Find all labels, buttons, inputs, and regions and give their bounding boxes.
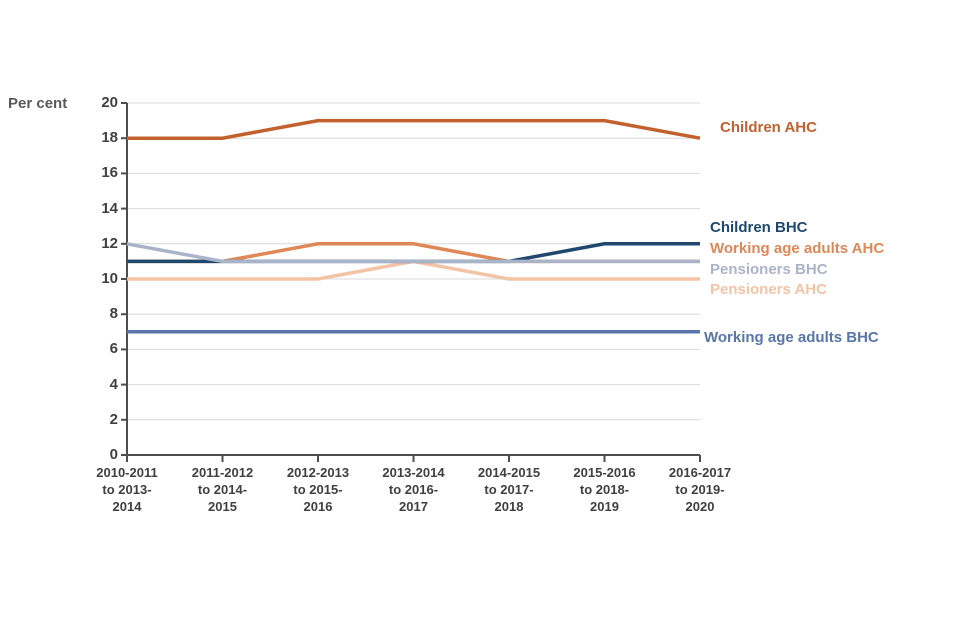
x-tick-label-line: to 2016- (388, 482, 439, 497)
x-tick-label: 2010-2011 to 2013- 2014 (72, 464, 182, 515)
x-tick-label-line: 2016-2017 (668, 465, 732, 480)
x-tick-label: 2014-2015 to 2017- 2018 (454, 464, 564, 515)
series-line-pensioners-bhc (126, 242, 700, 264)
x-tick-label: 2016-2017 to 2019- 2020 (645, 464, 755, 515)
y-tick-label: 16 (101, 164, 118, 182)
legend-label-children-bhc: Children BHC (710, 219, 808, 236)
x-tick-label-line: 2010-2011 (96, 465, 158, 480)
y-tick-label: 6 (109, 340, 118, 358)
x-tick-label-line: 2016 (303, 499, 333, 514)
x-tick-label-line: 2018 (494, 499, 524, 514)
y-axis-title: Per cent (8, 95, 68, 112)
x-tick-label-line: 2014 (112, 499, 142, 514)
x-tick-label-line: 2011-2012 (191, 465, 254, 480)
x-tick-label-line: 2015 (208, 499, 237, 514)
y-tick-label: 8 (109, 305, 118, 323)
x-tick-label-line: 2012-2013 (286, 465, 350, 480)
x-tick-label: 2015-2016 to 2018- 2019 (550, 464, 660, 515)
x-tick-label: 2013-2014 to 2016- 2017 (359, 464, 469, 515)
series-line-pensioners-ahc (127, 259, 700, 281)
x-tick-label-line: 2017 (399, 499, 428, 514)
x-tick-label-line: to 2019- (675, 482, 725, 497)
y-tick-label: 14 (101, 199, 118, 217)
y-tick-label: 10 (101, 270, 118, 287)
y-tick-label: 2 (109, 410, 118, 428)
x-tick-label-line: 2015-2016 (573, 465, 636, 480)
x-tick-label-line: 2020 (685, 499, 715, 514)
y-tick-label: 4 (109, 375, 118, 393)
legend-label-pensioners-bhc: Pensioners BHC (710, 261, 828, 278)
series-line-children-ahc (127, 118, 701, 140)
x-tick-label-line: to 2015- (293, 482, 343, 497)
legend-label-pensioners-ahc: Pensioners AHC (710, 281, 827, 298)
x-tick-label-line: 2019 (590, 499, 619, 514)
x-tick-label-line: to 2017- (484, 482, 534, 497)
y-tick-label: 18 (101, 129, 118, 147)
x-tick-label-line: to 2013- (102, 482, 152, 497)
x-tick-label: 2012-2013 to 2015- 2016 (263, 464, 373, 515)
x-tick-label-line: 2013-2014 (382, 465, 445, 480)
x-tick-label-line: to 2018- (579, 482, 630, 497)
legend-label-working-age-adults-ahc: Working age adults AHC (710, 240, 885, 257)
x-tick-label: 2011-2012 to 2014- 2015 (168, 464, 278, 515)
legend-label-working-age-adults-bhc: Working age adults BHC (704, 329, 879, 346)
x-tick-label-line: to 2014- (197, 482, 248, 497)
legend-label-children-ahc: Children AHC (720, 119, 817, 136)
x-tick-label-line: 2014-2015 (477, 465, 541, 480)
y-tick-label: 20 (101, 94, 118, 111)
y-tick-label: 12 (101, 234, 118, 252)
y-tick-label: 0 (109, 446, 118, 463)
